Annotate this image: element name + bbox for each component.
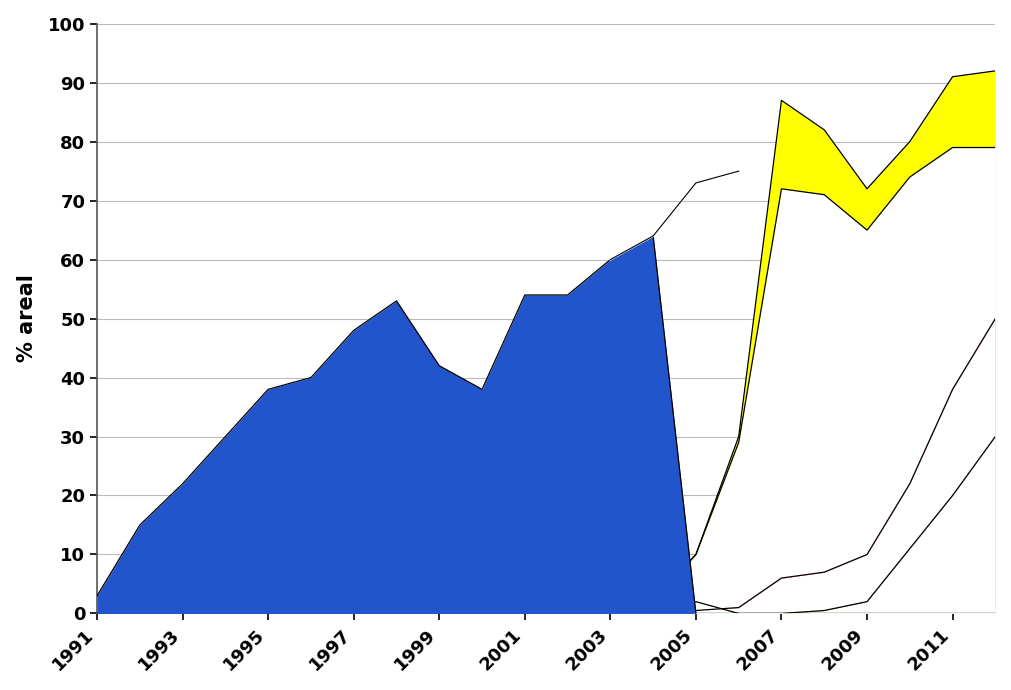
Y-axis label: % areal: % areal [16,275,36,362]
